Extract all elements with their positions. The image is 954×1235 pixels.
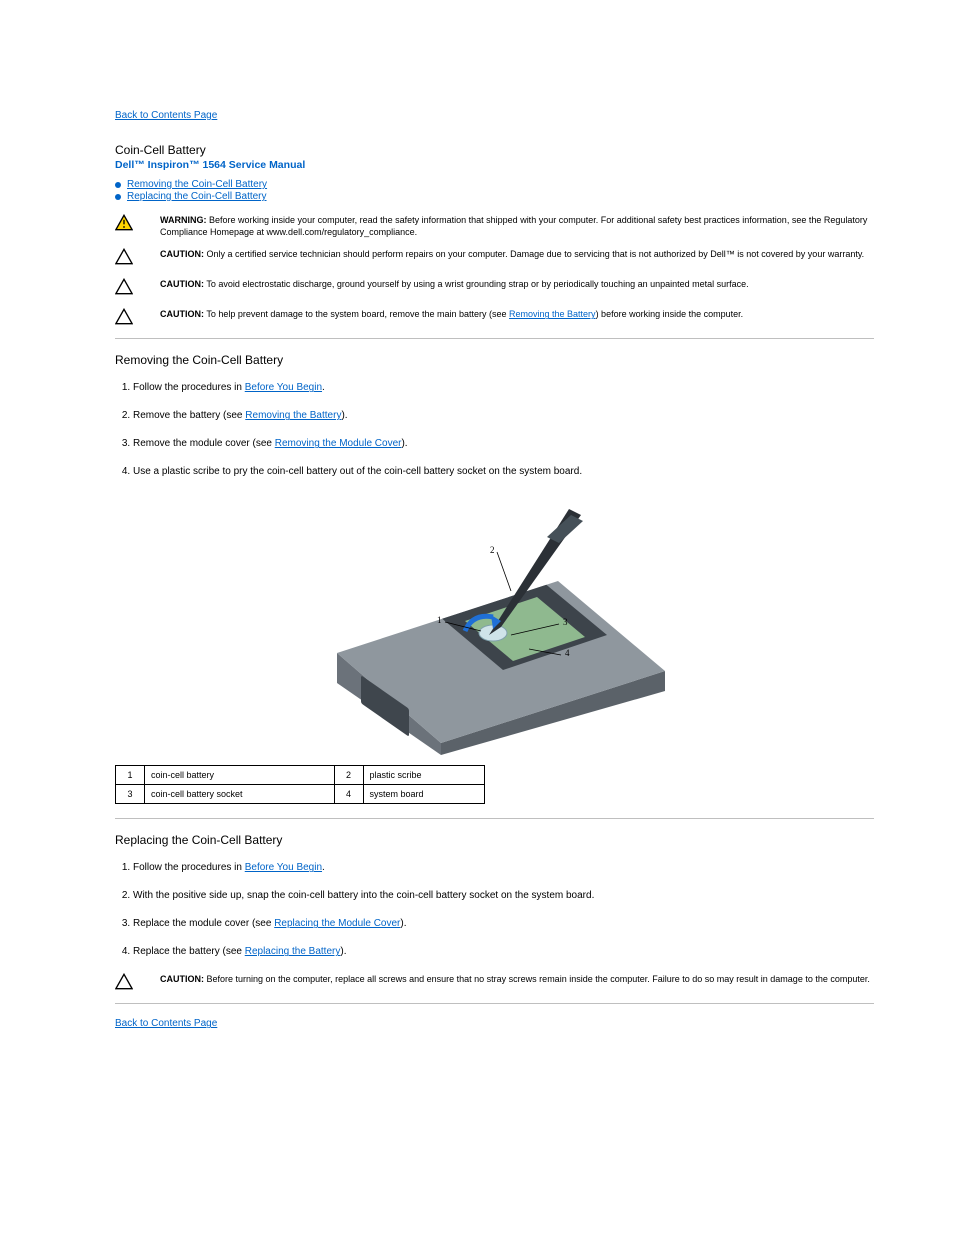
cell-num: 2 <box>334 766 363 785</box>
cell-label: system board <box>363 785 485 804</box>
caution-icon <box>115 278 135 298</box>
step: Follow the procedures in Before You Begi… <box>133 861 874 875</box>
inline-link[interactable]: Before You Begin <box>245 862 322 873</box>
back-link-top[interactable]: Back to Contents Page <box>115 110 874 121</box>
steps-replace: Follow the procedures in Before You Begi… <box>115 861 874 959</box>
notice-text: CAUTION: To help prevent damage to the s… <box>160 308 874 320</box>
toc-item: Removing the Coin-Cell Battery <box>115 179 874 190</box>
notice-caution: CAUTION: To avoid electrostatic discharg… <box>115 278 874 298</box>
cell-label: coin-cell battery <box>145 766 335 785</box>
separator <box>115 818 874 819</box>
toc-link[interactable]: Replacing the Coin-Cell Battery <box>127 191 267 202</box>
cell-label: plastic scribe <box>363 766 485 785</box>
step: Replace the module cover (see Replacing … <box>133 917 874 931</box>
separator <box>115 1003 874 1004</box>
caution-icon <box>115 973 135 993</box>
back-link-bottom[interactable]: Back to Contents Page <box>115 1018 874 1029</box>
notice-caution: CAUTION: To help prevent damage to the s… <box>115 308 874 328</box>
caution-icon <box>115 308 135 328</box>
parts-table: 1 coin-cell battery 2 plastic scribe 3 c… <box>115 765 485 804</box>
cell-label: coin-cell battery socket <box>145 785 335 804</box>
figure-illustration: 1 2 3 4 <box>315 495 675 755</box>
step: With the positive side up, snap the coin… <box>133 889 874 903</box>
svg-text:3: 3 <box>563 617 568 627</box>
warning-icon <box>115 214 135 234</box>
notice-text: WARNING: Before working inside your comp… <box>160 214 874 238</box>
step: Remove the module cover (see Removing th… <box>133 437 874 451</box>
notice-caution: CAUTION: Only a certified service techni… <box>115 248 874 268</box>
toc: Removing the Coin-Cell Battery Replacing… <box>115 179 874 202</box>
inline-link[interactable]: Removing the Module Cover <box>275 438 402 449</box>
figure: 1 2 3 4 <box>115 495 874 755</box>
step: Replace the battery (see Replacing the B… <box>133 945 874 959</box>
toc-item: Replacing the Coin-Cell Battery <box>115 191 874 202</box>
heading-remove: Removing the Coin-Cell Battery <box>115 353 874 367</box>
svg-text:1: 1 <box>437 615 442 625</box>
toc-link[interactable]: Removing the Coin-Cell Battery <box>127 179 267 190</box>
bullet-icon <box>115 181 123 189</box>
table-row: 3 coin-cell battery socket 4 system boar… <box>116 785 485 804</box>
page: Back to Contents Page Coin-Cell Battery … <box>0 0 954 1089</box>
notice-caution: CAUTION: Before turning on the computer,… <box>115 973 874 993</box>
inline-link[interactable]: Removing the Battery <box>509 309 596 319</box>
inline-link[interactable]: Removing the Battery <box>245 410 341 421</box>
svg-text:4: 4 <box>565 648 570 658</box>
cell-num: 4 <box>334 785 363 804</box>
inline-link[interactable]: Replacing the Battery <box>245 946 341 957</box>
steps-remove: Follow the procedures in Before You Begi… <box>115 381 874 479</box>
svg-text:2: 2 <box>490 545 495 555</box>
heading-replace: Replacing the Coin-Cell Battery <box>115 833 874 847</box>
step: Use a plastic scribe to pry the coin-cel… <box>133 465 874 479</box>
bullet-icon <box>115 193 123 201</box>
notice-text: CAUTION: To avoid electrostatic discharg… <box>160 278 874 290</box>
manual-title: Dell™ Inspiron™ 1564 Service Manual <box>115 159 874 171</box>
cell-num: 1 <box>116 766 145 785</box>
step: Follow the procedures in Before You Begi… <box>133 381 874 395</box>
step: Remove the battery (see Removing the Bat… <box>133 409 874 423</box>
notice-warning: WARNING: Before working inside your comp… <box>115 214 874 238</box>
caution-icon <box>115 248 135 268</box>
separator <box>115 338 874 339</box>
inline-link[interactable]: Replacing the Module Cover <box>274 918 400 929</box>
notice-text: CAUTION: Before turning on the computer,… <box>160 973 874 985</box>
section-title: Coin-Cell Battery <box>115 143 874 157</box>
inline-link[interactable]: Before You Begin <box>245 382 322 393</box>
table-row: 1 coin-cell battery 2 plastic scribe <box>116 766 485 785</box>
notice-text: CAUTION: Only a certified service techni… <box>160 248 874 260</box>
cell-num: 3 <box>116 785 145 804</box>
